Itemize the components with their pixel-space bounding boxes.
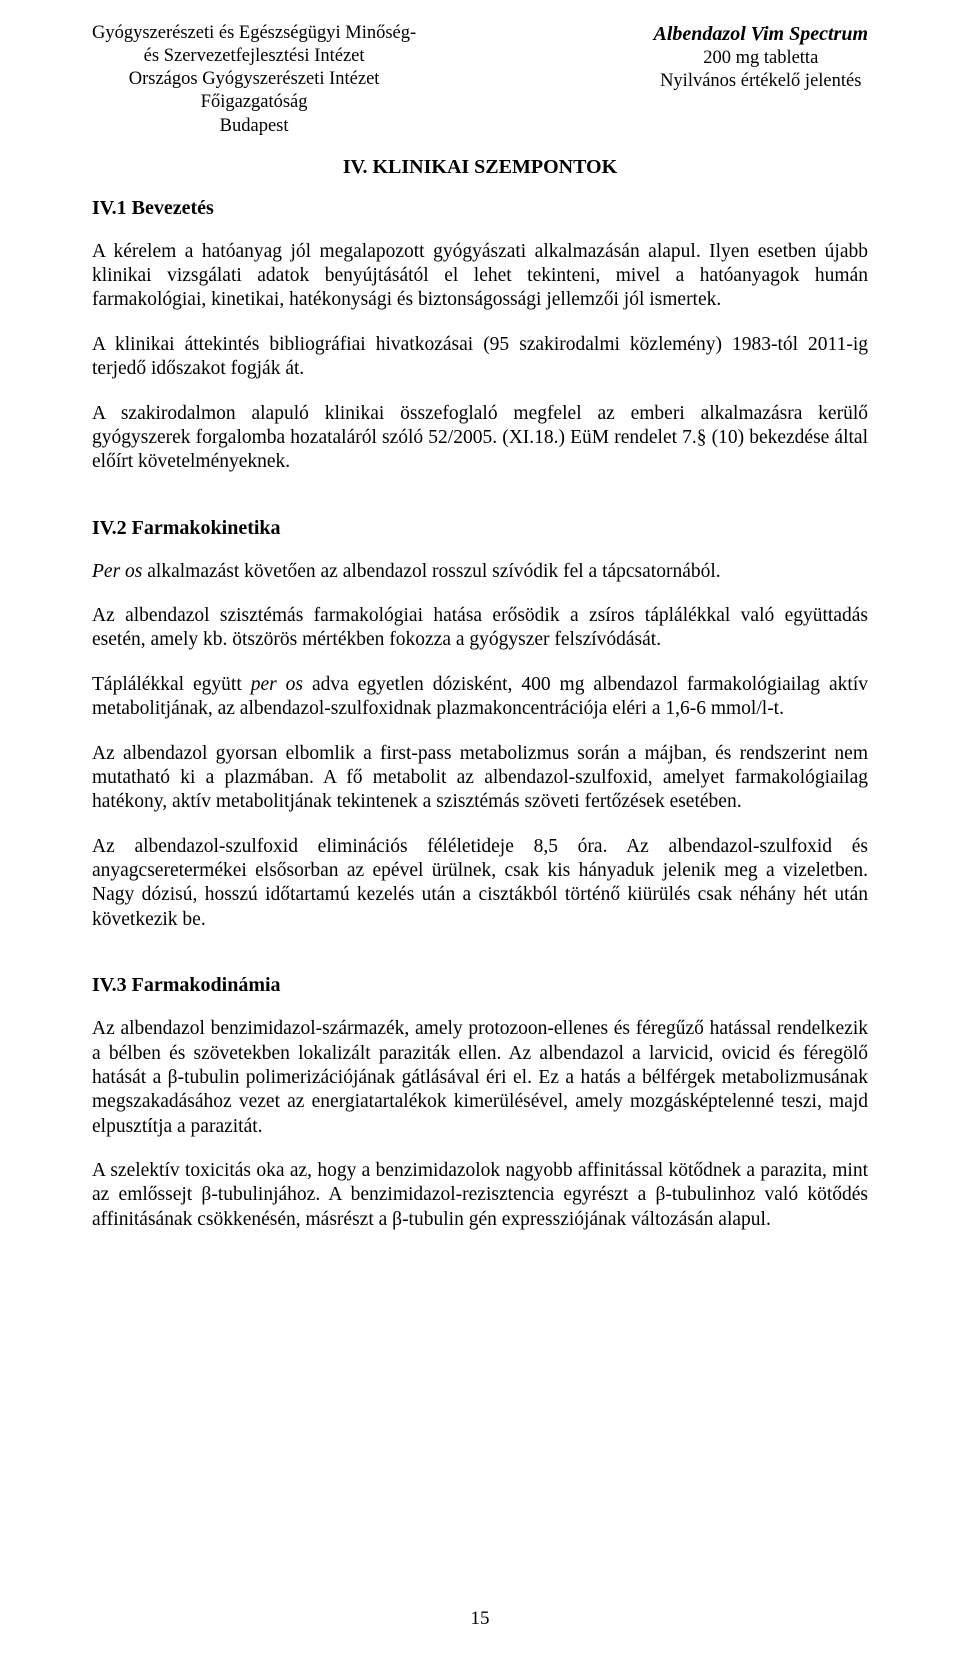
paragraph: Az albendazol szisztémás farmakológiai h…: [92, 604, 868, 653]
text-run: Táplálékkal együtt: [92, 674, 251, 695]
header-left-line: Főigazgatóság: [92, 91, 416, 114]
section-heading-iv1: IV.1 Bevezetés: [92, 197, 868, 220]
header-left-block: Gyógyszerészeti és Egészségügyi Minőség-…: [92, 22, 416, 138]
paragraph: Az albendazol benzimidazol-származék, am…: [92, 1017, 868, 1139]
main-section-heading: IV. KLINIKAI SZEMPONTOK: [92, 156, 868, 179]
italic-text: per os: [251, 674, 303, 695]
section-heading-iv3: IV.3 Farmakodinámia: [92, 974, 868, 997]
paragraph: Az albendazol gyorsan elbomlik a first-p…: [92, 742, 868, 815]
header-left-line: Gyógyszerészeti és Egészségügyi Minőség-: [92, 22, 416, 45]
paragraph: A szakirodalmon alapuló klinikai összefo…: [92, 402, 868, 475]
document-subtitle: 200 mg tabletta: [654, 47, 868, 70]
paragraph: A szelektív toxicitás oka az, hogy a ben…: [92, 1159, 868, 1232]
page-header: Gyógyszerészeti és Egészségügyi Minőség-…: [92, 22, 868, 138]
paragraph: A kérelem a hatóanyag jól megalapozott g…: [92, 240, 868, 313]
header-left-line: és Szervezetfejlesztési Intézet: [92, 45, 416, 68]
header-left-line: Budapest: [92, 115, 416, 138]
header-left-line: Országos Gyógyszerészeti Intézet: [92, 68, 416, 91]
document-subtitle: Nyilvános értékelő jelentés: [654, 70, 868, 93]
section-heading-iv2: IV.2 Farmakokinetika: [92, 517, 868, 540]
paragraph: Az albendazol-szulfoxid eliminációs félé…: [92, 835, 868, 933]
text-run: alkalmazást követően az albendazol rossz…: [142, 561, 720, 582]
paragraph: Táplálékkal együtt per os adva egyetlen …: [92, 673, 868, 722]
header-right-block: Albendazol Vim Spectrum 200 mg tabletta …: [654, 22, 868, 93]
document-title: Albendazol Vim Spectrum: [654, 22, 868, 47]
paragraph: Per os alkalmazást követően az albendazo…: [92, 560, 868, 584]
italic-text: Per os: [92, 561, 142, 582]
page-number: 15: [0, 1608, 960, 1630]
paragraph: A klinikai áttekintés bibliográfiai hiva…: [92, 333, 868, 382]
